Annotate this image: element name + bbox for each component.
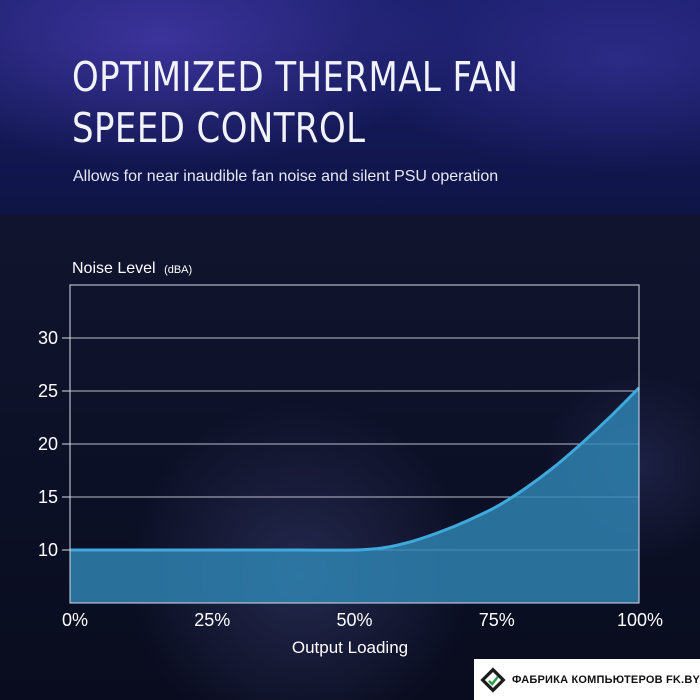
x-tick-label: 75% [479, 610, 515, 630]
y-axis-label-main: Noise Level [72, 260, 156, 277]
y-tick-label: 15 [38, 487, 58, 507]
x-axis-label: Output Loading [292, 638, 408, 657]
noise-area-fill [70, 387, 639, 603]
y-tick-label: 10 [38, 540, 58, 560]
chart-tick-labels: 10 15 20 25 30 0% 25% 50% 75% 100% [38, 328, 663, 630]
x-tick-label: 0% [62, 610, 88, 630]
fk-logo-icon [480, 666, 506, 693]
x-tick-label: 100% [617, 610, 663, 630]
y-axis-label: Noise Level (dBA) [72, 260, 192, 277]
watermark: ФАБРИКА КОМПЬЮТЕРОВ FK.BY [474, 659, 700, 700]
page-title: OPTIMIZED THERMAL FAN SPEED CONTROL [72, 52, 624, 154]
plot-frame [69, 284, 640, 604]
noise-curve-line [69, 386, 641, 552]
title-line-1: OPTIMIZED THERMAL FAN [72, 53, 519, 101]
x-tick-label: 25% [194, 610, 230, 630]
y-tick-label: 25 [38, 381, 58, 401]
header-background [0, 0, 700, 215]
watermark-text: ФАБРИКА КОМПЬЮТЕРОВ FK.BY [511, 673, 700, 686]
y-tick-label: 30 [38, 328, 58, 348]
y-axis-label-unit: (dBA) [164, 264, 192, 276]
title-line-2: SPEED CONTROL [72, 104, 366, 152]
y-tick-label: 20 [38, 434, 58, 454]
page-subtitle: Allows for near inaudible fan noise and … [73, 168, 499, 185]
x-tick-label: 50% [336, 610, 372, 630]
